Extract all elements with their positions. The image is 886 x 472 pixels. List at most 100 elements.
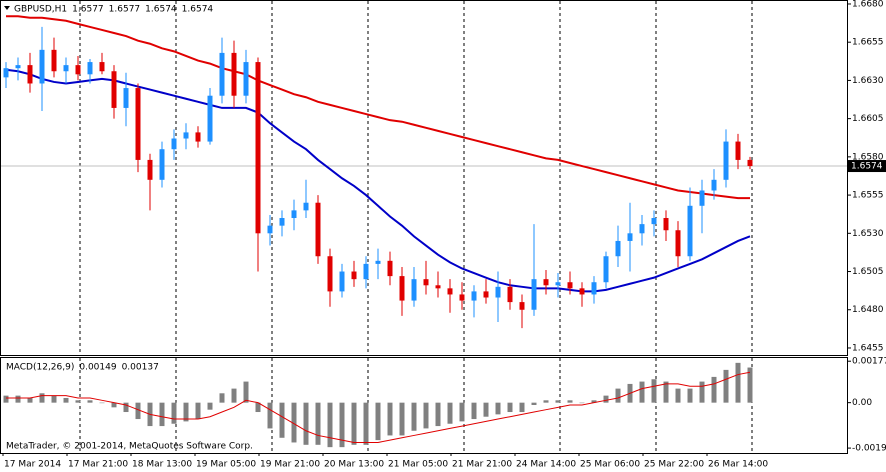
x-tick-label: 24 Mar 14:00 xyxy=(516,460,576,470)
macd-bar xyxy=(639,381,645,403)
macd-header-text: 0.00149 xyxy=(79,363,116,373)
macd-header-text: 0.00137 xyxy=(122,363,159,373)
candle-body xyxy=(39,49,45,84)
macd-bar xyxy=(495,402,501,415)
macd-bar xyxy=(243,381,249,403)
candle-body xyxy=(291,210,297,219)
header-text: 1.6577 xyxy=(72,5,104,15)
macd-bar xyxy=(291,402,297,443)
macd-bar xyxy=(171,402,177,424)
header-text: 1.6574 xyxy=(182,5,214,15)
macd-bar xyxy=(27,397,33,403)
candle-body xyxy=(147,159,153,180)
candle-body xyxy=(747,159,753,167)
macd-bar xyxy=(663,381,669,403)
y-tick-label: 1.6555 xyxy=(852,191,884,201)
x-tick-label: 17 Mar 21:00 xyxy=(68,460,128,470)
y-tick-label: 1.6580 xyxy=(852,152,884,162)
candle-body xyxy=(447,288,453,295)
macd-bar xyxy=(279,402,285,438)
macd-bar xyxy=(303,402,309,445)
candle-body xyxy=(555,282,561,286)
macd-bar xyxy=(39,393,45,403)
candle-body xyxy=(99,62,105,72)
macd-bar xyxy=(723,369,729,403)
macd-bar xyxy=(63,397,69,403)
candle-body xyxy=(63,65,69,72)
macd-bar xyxy=(699,381,705,403)
x-tick-label: 19 Mar 05:00 xyxy=(196,460,256,470)
candle-body xyxy=(123,88,129,108)
candle-body xyxy=(579,288,585,295)
x-tick-label: 21 Mar 21:00 xyxy=(452,460,512,470)
footer-text: MetaTrader, © 2001-2014, MetaQuotes Soft… xyxy=(6,442,253,452)
macd-bar xyxy=(363,402,369,445)
candle-body xyxy=(639,224,645,234)
macd-bar xyxy=(231,388,237,403)
y-tick-label: 1.6505 xyxy=(852,267,884,277)
candle-body xyxy=(507,286,513,303)
header-text: 1.6577 xyxy=(109,5,141,15)
macd-bar xyxy=(123,402,129,413)
candle-body xyxy=(15,65,21,69)
macd-bar xyxy=(195,402,201,420)
menu-triangle[interactable] xyxy=(4,6,10,10)
macd-bar xyxy=(651,379,657,403)
candle-body xyxy=(735,141,741,160)
candle-body xyxy=(543,279,549,286)
candle-body xyxy=(255,62,261,234)
x-tick-label: 26 Mar 14:00 xyxy=(708,460,768,470)
macd-signal xyxy=(6,371,751,443)
candle-body xyxy=(303,202,309,211)
moving-average xyxy=(6,15,750,200)
candle-body xyxy=(267,225,273,234)
moving-average xyxy=(5,68,751,293)
y-tick-label: 1.6680 xyxy=(852,0,884,9)
candle-body xyxy=(327,256,333,292)
candle-body xyxy=(711,179,717,191)
candle-body xyxy=(591,282,597,295)
x-tick-label: 17 Mar 2014 xyxy=(4,460,61,470)
macd-bar xyxy=(483,402,489,417)
candle-body xyxy=(87,62,93,75)
macd-bar xyxy=(423,402,429,429)
candle-body xyxy=(627,233,633,241)
macd-bar xyxy=(267,402,273,429)
candle-body xyxy=(339,271,345,292)
candle-body xyxy=(51,49,57,72)
candle-body xyxy=(243,62,249,96)
y-tick-label: 1.6455 xyxy=(852,343,884,353)
candle-body xyxy=(519,302,525,310)
macd-bar xyxy=(15,395,21,403)
candle-body xyxy=(219,52,225,96)
macd-bar xyxy=(339,402,345,448)
macd-bar xyxy=(207,402,213,410)
macd-bar xyxy=(459,402,465,422)
candle-body xyxy=(531,279,537,310)
macd-bar xyxy=(387,402,393,436)
candle-body xyxy=(399,276,405,301)
candle-body xyxy=(3,68,9,78)
current-price-label: 1.6574 xyxy=(851,162,883,172)
macd-bar xyxy=(747,367,753,403)
macd-bar xyxy=(687,388,693,403)
macd-y-tick-label: 0.00177 xyxy=(852,357,886,367)
macd-y-tick-label: -0.00194 xyxy=(852,444,886,454)
candle-body xyxy=(351,271,357,280)
x-tick-label: 18 Mar 13:00 xyxy=(132,460,192,470)
candle-body xyxy=(675,230,681,257)
macd-bar xyxy=(411,402,417,431)
candle-body xyxy=(231,52,237,96)
candle-body xyxy=(387,260,393,277)
y-tick-label: 1.6655 xyxy=(852,38,884,48)
macd-bar xyxy=(135,402,141,420)
macd-header-text: MACD(12,26,9) xyxy=(6,363,74,373)
x-tick-label: 21 Mar 05:00 xyxy=(388,460,448,470)
candle-body xyxy=(435,285,441,289)
macd-bar xyxy=(447,402,453,424)
macd-panel-frame xyxy=(0,357,848,454)
candle-body xyxy=(723,141,729,180)
candle-body xyxy=(699,190,705,206)
macd-bar xyxy=(159,402,165,427)
